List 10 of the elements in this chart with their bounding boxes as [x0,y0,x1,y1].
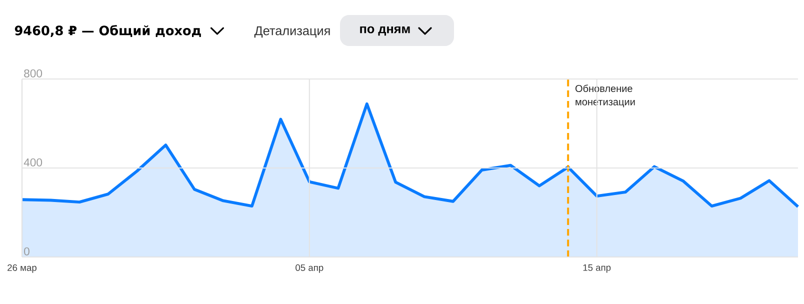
text: Детализация [254,26,330,38]
x-tick-label: 15 апр [583,264,611,273]
x-tick-label: 26 мар [8,264,36,273]
x-tick-label: 05 апр [296,264,324,273]
y-tick-label: 400 [24,158,42,166]
y-tick-label: 0 [24,247,30,256]
text: по дням [360,26,410,36]
y-tick-label: 800 [24,69,42,78]
chart-title: 9460,8 ₽ — Общий доход [14,25,201,37]
ref-line-label: Обновление монетизации [575,84,635,108]
